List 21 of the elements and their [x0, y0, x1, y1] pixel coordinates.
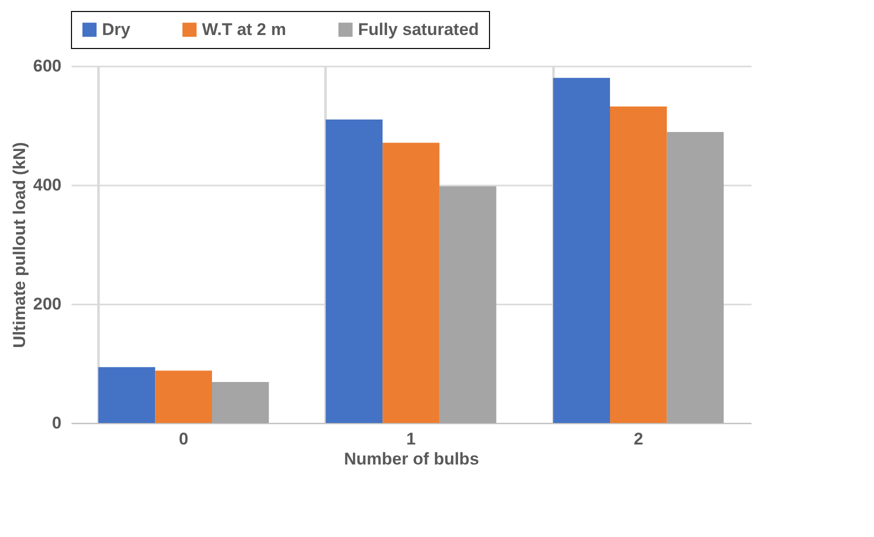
y-tick-label: 400 — [33, 176, 62, 194]
legend-label: Fully saturated — [358, 20, 479, 39]
bar — [155, 370, 212, 423]
bar — [98, 367, 156, 423]
x-axis-title: Number of bulbs — [344, 450, 480, 468]
bar — [666, 132, 724, 423]
legend-label: Dry — [102, 20, 131, 39]
y-axis-title: Ultimate pullout load (kN) — [10, 142, 30, 348]
y-tick-label: 600 — [33, 56, 62, 76]
bar — [610, 106, 667, 423]
bar — [439, 186, 496, 423]
legend-label: W.T at 2 m — [202, 20, 286, 39]
x-tick-label: 0 — [178, 430, 188, 448]
bar — [326, 120, 383, 423]
y-tick-label: 0 — [52, 414, 62, 432]
bar — [212, 382, 269, 423]
x-tick-label: 1 — [406, 430, 416, 448]
y-tick-label: 200 — [33, 294, 62, 314]
x-tick-label: 2 — [634, 430, 644, 448]
bar — [553, 78, 610, 423]
bar — [382, 142, 440, 423]
